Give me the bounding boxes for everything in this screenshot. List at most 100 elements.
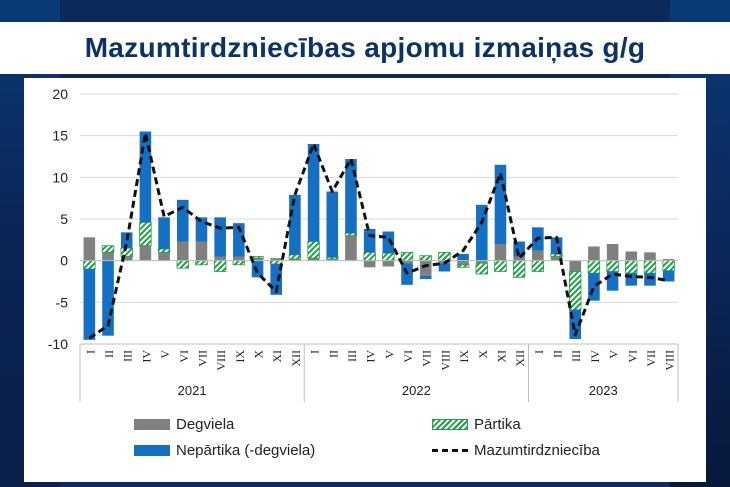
bar-food (606, 260, 619, 272)
legend-swatch-retail (432, 449, 468, 452)
bar-food (512, 260, 526, 278)
y-tick-label: 20 (52, 86, 68, 102)
x-tick-label: X (252, 350, 266, 359)
bar-nonfood (345, 159, 357, 234)
bar-fuel (513, 256, 525, 261)
bar-fuel (158, 252, 170, 261)
legend-swatch-nonfood (134, 445, 170, 456)
bar-fuel (550, 256, 563, 261)
bar-food (307, 241, 320, 259)
x-tick-label: III (345, 350, 359, 362)
bar-nonfood (83, 269, 96, 340)
bar-nonfood (569, 309, 582, 339)
x-tick-label: VIII (438, 350, 452, 371)
bar-food (176, 260, 189, 269)
bar-nonfood (120, 232, 133, 249)
bar-nonfood (195, 217, 208, 242)
bar-nonfood (513, 241, 525, 257)
x-tick-label: VIII (663, 350, 677, 371)
x-tick-label: XII (513, 350, 527, 367)
y-tick-label: 15 (52, 128, 68, 144)
x-tick-label: V (607, 350, 621, 359)
x-group-label: 2022 (402, 383, 431, 398)
x-tick-label: XI (494, 350, 508, 363)
bar-fuel (214, 256, 226, 261)
line-retail (88, 131, 669, 340)
bar-food (382, 252, 395, 262)
bar-fuel (270, 258, 283, 261)
y-tick-label: -5 (56, 294, 69, 310)
bar-fuel (382, 260, 395, 267)
y-tick-label: -10 (48, 336, 68, 352)
bar-food (213, 260, 227, 272)
bar-fuel (419, 260, 432, 276)
bar-food (83, 260, 96, 270)
bar-food (662, 260, 675, 272)
bar-food (550, 253, 563, 257)
bar-nonfood (588, 273, 600, 301)
bar-fuel (307, 258, 320, 261)
bar-nonfood (382, 231, 395, 254)
bar-food (400, 251, 414, 262)
x-tick-label: VII (195, 350, 209, 367)
title-bar: Mazumtirdzniecības apjomu izmaiņas g/g (0, 22, 730, 74)
x-tick-label: VIII (214, 350, 228, 371)
x-tick-label: II (102, 350, 116, 358)
bar-fuel (233, 256, 245, 261)
x-tick-label: VI (625, 350, 639, 363)
bar-fuel (326, 259, 339, 261)
bar-fuel (102, 252, 114, 261)
legend-item-fuel: Degviela (134, 416, 234, 433)
x-tick-label: XI (270, 350, 284, 363)
bar-fuel (569, 260, 582, 272)
x-tick-label: IX (233, 350, 247, 363)
bar-fuel (345, 235, 357, 261)
bar-fuel (644, 252, 656, 261)
x-tick-label: XII (289, 350, 303, 367)
bar-nonfood (158, 217, 170, 249)
bar-food (625, 260, 638, 274)
bar-nonfood (475, 204, 488, 261)
bar-food (531, 260, 545, 272)
x-group-label: 2023 (589, 383, 618, 398)
bar-fuel (139, 245, 152, 261)
x-tick-label: IV (139, 350, 153, 363)
chart-legend: Degviela Pārtika Nepārtika (-degviela) M… (134, 416, 654, 476)
x-tick-label: VI (177, 350, 191, 363)
x-tick-label: V (158, 350, 172, 359)
legend-item-nonfood: Nepārtika (-degviela) (134, 442, 315, 459)
x-tick-label: II (326, 350, 340, 358)
bar-food (195, 260, 208, 266)
bar-fuel (195, 241, 208, 261)
bar-food (288, 254, 302, 260)
x-tick-label: X (476, 350, 490, 359)
bar-nonfood (139, 131, 152, 223)
bar-nonfood (457, 254, 469, 261)
bar-fuel (606, 244, 619, 261)
bar-nonfood (438, 263, 451, 272)
x-tick-label: III (569, 350, 583, 362)
bar-nonfood (233, 223, 245, 257)
legend-swatch-fuel (134, 419, 170, 430)
bar-fuel (457, 260, 469, 265)
y-tick-label: 10 (52, 169, 68, 185)
chart-title: Mazumtirdzniecības apjomu izmaiņas g/g (84, 32, 646, 63)
bar-fuel (176, 241, 189, 261)
bar-food (643, 260, 657, 274)
x-tick-label: I (308, 350, 322, 354)
bar-food (494, 260, 507, 272)
x-tick-label: IV (364, 350, 378, 363)
bar-food (344, 232, 358, 237)
bar-food (251, 256, 264, 259)
y-tick-label: 5 (60, 211, 68, 227)
bar-fuel (401, 260, 413, 264)
bar-food (587, 260, 601, 274)
bar-nonfood (176, 199, 189, 242)
x-tick-label: VI (401, 350, 415, 363)
bar-fuel (83, 237, 96, 261)
bar-food (232, 260, 246, 266)
x-tick-label: II (551, 350, 565, 358)
legend-label-fuel: Degviela (176, 416, 235, 433)
bar-food (569, 271, 582, 311)
